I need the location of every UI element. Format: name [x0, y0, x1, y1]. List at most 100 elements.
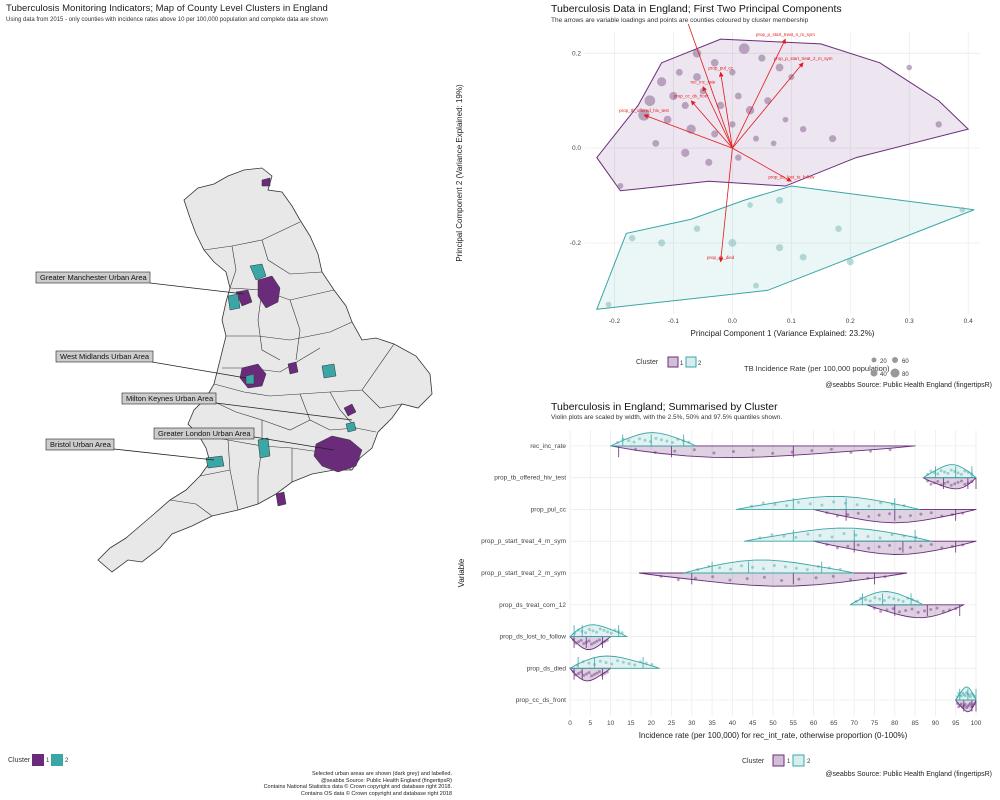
pca-x-tick-label: 0.1 — [787, 318, 796, 325]
violin-legend-title: Cluster — [742, 758, 765, 765]
violin-point — [879, 609, 883, 613]
violin-point — [892, 597, 896, 601]
violin-point — [956, 480, 960, 484]
violin-point — [838, 567, 842, 571]
map-legend-label-1: 1 — [46, 758, 50, 764]
violin-point — [627, 439, 631, 443]
violin-point — [571, 638, 575, 642]
pca-point-cluster-1 — [729, 69, 736, 76]
pca-loading-arrow — [643, 114, 733, 149]
violin-point — [842, 532, 846, 536]
violin-point — [968, 695, 972, 699]
violin-point — [919, 544, 923, 548]
map-legend-title: Cluster — [8, 757, 31, 764]
violin-x-tick-label: 75 — [871, 720, 879, 727]
pca-loading-arrow — [732, 38, 786, 149]
violin-point — [771, 451, 775, 455]
pca-y-tick-label: 0.0 — [572, 145, 581, 152]
violin-point — [963, 469, 967, 473]
violin-shape-cluster-2 — [683, 559, 855, 574]
violin-point — [887, 595, 891, 599]
violin-shape-cluster-2 — [922, 464, 977, 479]
pca-legend-size-title: TB Incidence Rate (per 100,000 populatio… — [744, 364, 890, 373]
pca-point-cluster-2 — [776, 196, 784, 204]
violin-point — [929, 511, 933, 515]
violin-point — [902, 534, 906, 538]
map-caption-line-4: Contains OS data © Crown copyright and d… — [300, 790, 452, 797]
violin-point — [962, 704, 966, 708]
pca-title: Tuberculosis Data in England; First Two … — [551, 3, 842, 15]
violin-point — [961, 511, 965, 515]
violin-point — [575, 663, 579, 667]
violin-point — [605, 638, 609, 642]
violin-y-tick-label: prop_cc_ds_front — [516, 697, 566, 704]
violin-point — [915, 599, 919, 603]
violin-point — [932, 470, 936, 474]
violin-point — [835, 546, 839, 550]
violin-point — [648, 440, 652, 444]
violin-point — [901, 599, 905, 603]
violin-point — [814, 576, 818, 580]
violin-point — [898, 515, 902, 519]
violin-point — [673, 449, 677, 453]
violin-point — [932, 481, 936, 485]
violin-point — [603, 672, 607, 676]
violin-point — [959, 472, 963, 476]
violin-shape-cluster-2 — [955, 686, 977, 701]
violin-point — [929, 469, 933, 473]
violin-x-tick-label: 55 — [790, 720, 798, 727]
violin-point — [603, 640, 607, 644]
pca-chart: prop_ds_treat_com_12prop_p_start_treat_4… — [455, 24, 980, 378]
pca-point-cluster-1 — [935, 121, 942, 128]
violin-point — [761, 501, 765, 505]
violin-point — [654, 436, 658, 440]
pca-point-cluster-1 — [681, 101, 689, 110]
pca-point-cluster-1 — [663, 115, 672, 124]
violin-point — [956, 471, 960, 475]
pca-point-cluster-1 — [644, 95, 656, 107]
violin-point — [616, 441, 620, 445]
violin-point — [949, 468, 953, 472]
pca-point-cluster-2 — [752, 282, 759, 289]
violin-shape-cluster-1 — [610, 445, 916, 459]
violin-point — [783, 565, 787, 569]
violin-x-axis-label: Incidence rate (per 100,000) for rec_int… — [639, 731, 908, 740]
violin-point — [797, 577, 801, 581]
violin-point — [582, 642, 586, 646]
violin-point — [794, 535, 798, 539]
violin-point — [970, 472, 974, 476]
violin-y-tick-label: prop_ds_treat_com_12 — [499, 602, 566, 609]
map-legend-swatch-1 — [32, 754, 44, 766]
violin-point — [959, 694, 963, 698]
violin-point — [810, 449, 814, 453]
violin-point — [877, 545, 881, 549]
violin-y-tick-label: prop_ds_died — [527, 665, 567, 672]
violin-point — [908, 545, 912, 549]
pca-x-axis-label: Principal Component 1 (Variance Explaine… — [691, 329, 875, 338]
urban-label-bristol: Bristol Urban Area — [50, 440, 112, 449]
violin-point — [595, 639, 599, 643]
violin-point — [856, 511, 860, 515]
violin-point — [972, 694, 976, 698]
violin-point — [749, 504, 753, 508]
violin-point — [782, 534, 786, 538]
violin-point — [621, 660, 625, 664]
violin-shape-cluster-1 — [922, 477, 977, 490]
pca-point-cluster-1 — [669, 91, 678, 101]
violin-point — [890, 533, 894, 537]
violin-point — [762, 575, 766, 579]
pca-point-cluster-1 — [617, 183, 624, 190]
violin-point — [890, 502, 894, 506]
violin-point — [953, 482, 957, 486]
violin-point — [961, 543, 965, 547]
map-subtitle: Using data from 2015 - only counties wit… — [6, 17, 328, 23]
violin-point — [962, 692, 966, 696]
violin-point — [868, 599, 872, 603]
violin-point — [818, 534, 822, 538]
violin-point — [867, 504, 871, 508]
violin-point — [959, 702, 963, 706]
violin-point — [866, 576, 870, 580]
pca-y-tick-label: -0.2 — [570, 240, 582, 247]
violin-point — [835, 514, 839, 518]
violin-point — [638, 660, 642, 664]
